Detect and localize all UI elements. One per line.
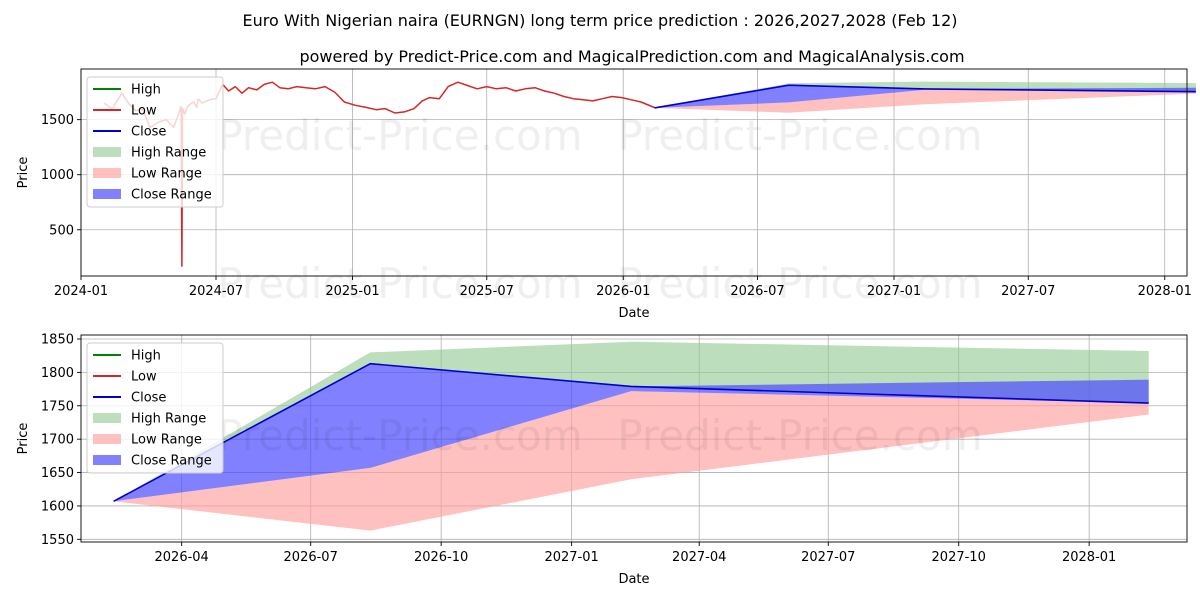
x-tick-label: 2024-07 [189, 284, 243, 299]
y-axis-label: Price [16, 423, 31, 455]
legend-label: Close [131, 391, 166, 406]
legend-patch-swatch [93, 413, 121, 423]
watermark-text: Predict-Price.com [617, 111, 982, 160]
chart-subtitle: powered by Predict-Price.com and Magical… [299, 47, 964, 66]
chart-title: Euro With Nigerian naira (EURNGN) long t… [242, 11, 957, 30]
x-tick-label: 2027-01 [867, 284, 921, 299]
y-tick-label: 1650 [41, 466, 74, 481]
x-axis-label: Date [618, 572, 649, 587]
watermark-text: Predict-Price.com [217, 411, 582, 460]
y-tick-label: 1000 [41, 168, 74, 183]
legend-label: Low Range [131, 167, 202, 182]
x-axis-label: Date [618, 306, 649, 321]
y-tick-label: 500 [49, 223, 74, 238]
x-tick-label: 2026-07 [730, 284, 784, 299]
close-forecast-line [113, 362, 1149, 503]
x-tick-label: 2026-04 [155, 550, 209, 565]
legend-label: Low [131, 104, 157, 119]
legend-label: High [131, 349, 161, 364]
x-tick-label: 2026-01 [596, 284, 650, 299]
axes-frame [80, 68, 1188, 277]
x-tick-label: 2028-01 [1138, 284, 1192, 299]
x-tick-label: 2027-07 [801, 550, 855, 565]
legend-patch-swatch [93, 434, 121, 444]
legend-patch-swatch [93, 189, 121, 199]
bottom-panel: Predict-Price.com Predict-Price.com 1550 16… [16, 333, 1188, 587]
high-range-area [654, 81, 1196, 108]
watermark-text: Predict-Price.com [617, 259, 982, 308]
legend-patch-swatch [93, 455, 121, 465]
close-range-area [113, 363, 1149, 502]
x-tick-label: 2027-07 [1001, 284, 1055, 299]
high-range-area [113, 341, 1149, 502]
low-price-line [103, 81, 655, 267]
legend-patch-swatch [93, 168, 121, 178]
x-tick-label: 2025-07 [460, 284, 514, 299]
top-panel: Predict-Price.com Predict-Price.com Predic… [16, 68, 1196, 321]
x-tick-label: 2028-01 [1062, 550, 1116, 565]
legend-label: High [131, 83, 161, 98]
y-axis-label: Price [16, 157, 31, 189]
y-tick-label: 1600 [41, 499, 74, 514]
legend-label: Close [131, 125, 166, 140]
low-range-area [654, 89, 1196, 113]
x-tick-label: 2027-04 [672, 550, 726, 565]
y-tick-label: 1800 [41, 366, 74, 381]
y-tick-label: 1500 [41, 113, 74, 128]
y-tick-label: 1750 [41, 399, 74, 414]
legend-label: High Range [131, 412, 206, 427]
watermark-text: Predict-Price.com [217, 259, 582, 308]
x-tick-label: 2026-07 [284, 550, 338, 565]
close-forecast-line [654, 84, 1196, 109]
watermark-text: Predict-Price.com [617, 411, 982, 460]
low-range-area [113, 391, 1149, 531]
legend-label: Low [131, 370, 157, 385]
legend-label: Close Range [131, 454, 212, 469]
x-tick-label: 2025-01 [325, 284, 379, 299]
legend-label: Close Range [131, 188, 212, 203]
y-tick-label: 1700 [41, 433, 74, 448]
x-tick-label: 2027-01 [544, 550, 598, 565]
legend-label: Low Range [131, 433, 202, 448]
x-tick-label: 2024-01 [54, 284, 108, 299]
legend-patch-swatch [93, 147, 121, 157]
watermark-text: Predict-Price.com [217, 111, 582, 160]
legend-label: High Range [131, 146, 206, 161]
x-tick-label: 2027-10 [932, 550, 986, 565]
axes-frame [80, 334, 1188, 543]
y-tick-label: 1550 [41, 533, 74, 548]
x-tick-label: 2026-10 [414, 550, 468, 565]
y-tick-label: 1850 [41, 333, 74, 348]
close-range-area [654, 85, 1196, 108]
